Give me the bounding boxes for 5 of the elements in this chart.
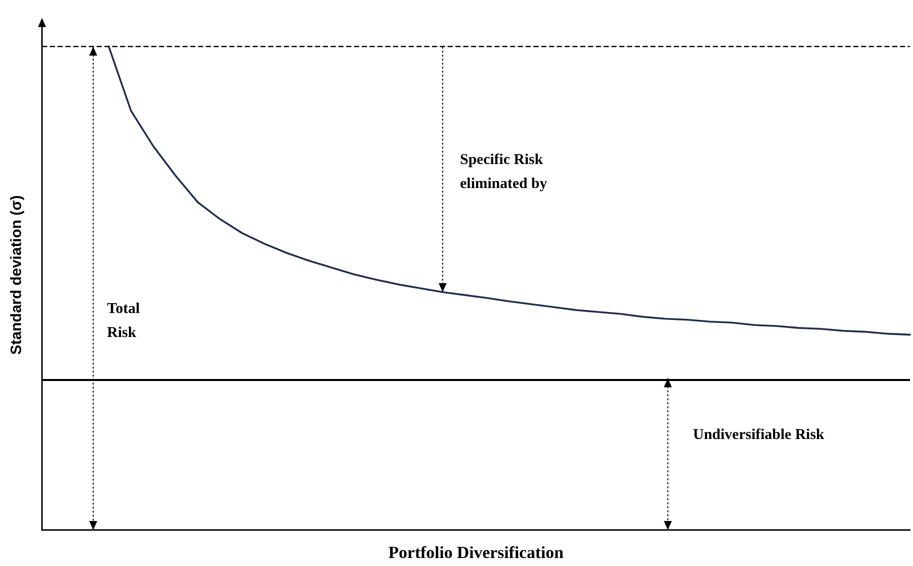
- annotation: Specific Risk eliminated by: [460, 152, 548, 192]
- x-axis-title: Portfolio Diversification: [388, 543, 564, 562]
- y-axis-title: Standard deviation (σ): [8, 195, 25, 355]
- annotation: Total Risk: [107, 301, 144, 341]
- annotation: Undiversifiable Risk: [693, 427, 825, 443]
